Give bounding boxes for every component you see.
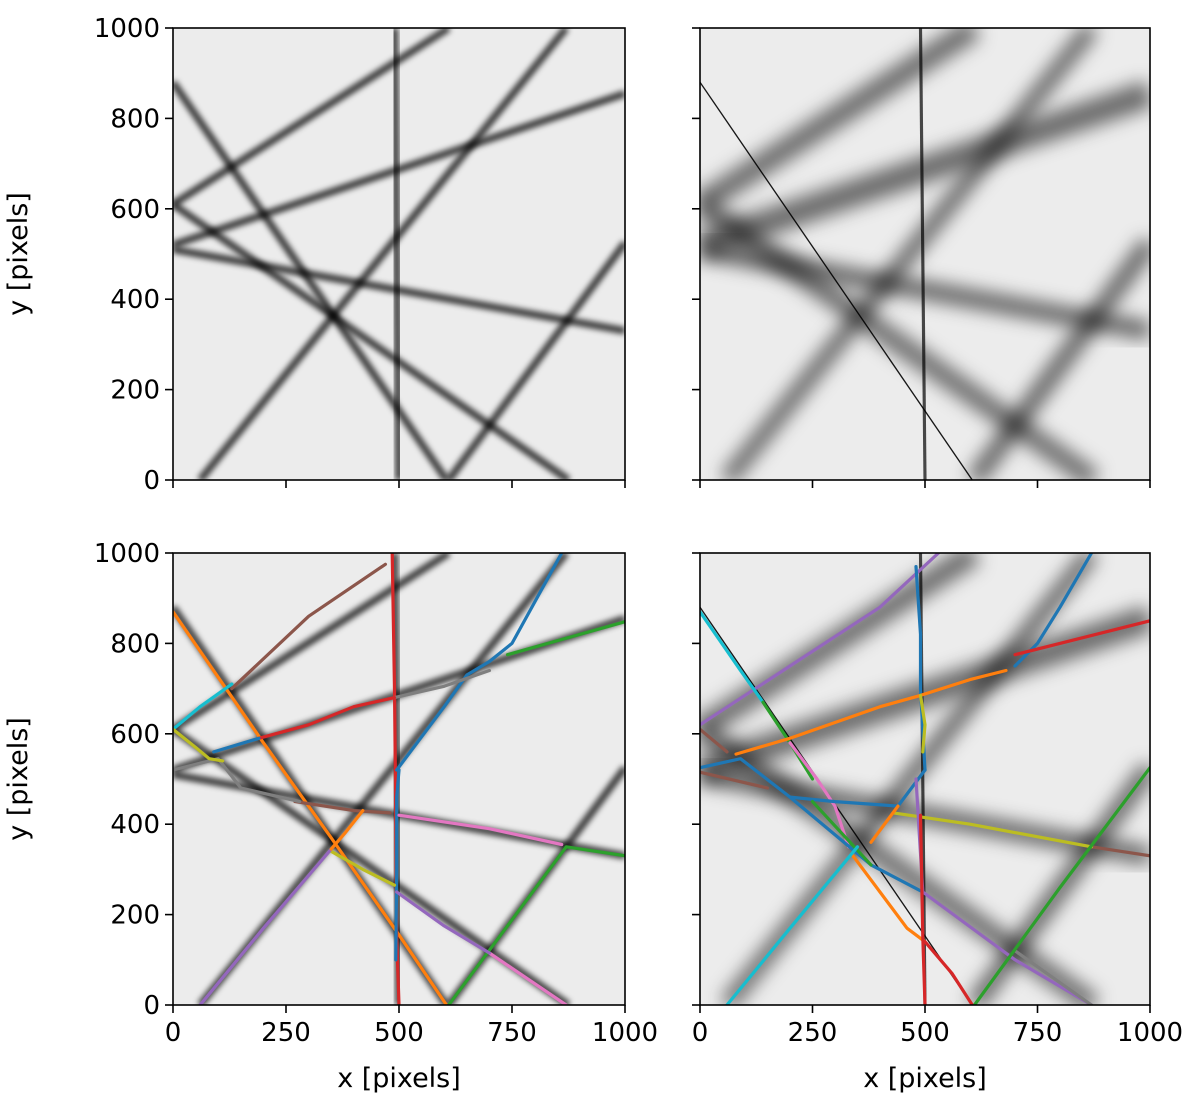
y-axis-title: y [pixels] — [3, 717, 34, 841]
track-segment-8 — [918, 693, 927, 754]
track-segment-9 — [700, 727, 729, 754]
track-segment-23 — [972, 766, 1150, 1005]
x-tick-label-0: 0 — [165, 1018, 182, 1048]
track-segment-20 — [918, 813, 927, 1005]
track-segment-10 — [173, 757, 302, 804]
track-segment-18 — [329, 808, 365, 851]
track-segment-15 — [851, 854, 927, 944]
image-line-3 — [173, 28, 451, 208]
track-segment-4 — [505, 620, 625, 657]
image-line-2 — [173, 90, 625, 249]
y-tick-label-4: 800 — [110, 629, 160, 659]
panel-bottom-right: 0 250 500 750 1000 x [pixels] — [692, 552, 1183, 1094]
track-segment-6 — [1013, 619, 1150, 657]
track-segment-9 — [392, 668, 491, 700]
y-axis-title: y [pixels] — [3, 192, 34, 316]
image-line-7 — [173, 726, 571, 1005]
track-segment-18 — [1013, 949, 1094, 1005]
x-axis-title: x [pixels] — [863, 1063, 987, 1094]
image-line-5 — [720, 28, 1098, 480]
x-tick-label-3: 750 — [487, 1018, 537, 1048]
x-tick-label-4: 1000 — [592, 1018, 658, 1048]
track-segment-21 — [923, 940, 974, 1005]
track-segment-6 — [230, 562, 387, 691]
track-segment-11 — [1089, 845, 1150, 858]
image-line-7 — [700, 195, 1100, 480]
y-tick-label-1: 200 — [110, 901, 160, 931]
y-tick-label-5: 1000 — [94, 14, 160, 44]
image-line-5 — [197, 28, 570, 480]
image-line-6 — [967, 237, 1150, 480]
y-tick-label-3: 600 — [110, 195, 160, 225]
track-segment-0 — [700, 553, 941, 727]
track-segment-11 — [257, 695, 397, 740]
y-tick-label-2: 400 — [110, 810, 160, 840]
panel-top-left: 0 200 400 600 800 1000 y [pixels] — [3, 14, 626, 496]
y-tick-label-0: 0 — [143, 466, 160, 496]
track-segment-22 — [810, 799, 873, 867]
track-segment-3 — [788, 741, 851, 849]
x-tick-label-2: 500 — [900, 1018, 950, 1048]
image-line-4 — [173, 245, 625, 335]
image-line-3 — [700, 553, 981, 739]
track-segment-13 — [700, 757, 927, 808]
track-segment-8 — [173, 682, 234, 731]
y-tick-label-5: 1000 — [94, 539, 160, 569]
x-tick-label-1: 250 — [788, 1018, 838, 1048]
image-line-3 — [700, 28, 981, 214]
x-tick-label-3: 750 — [1013, 1018, 1063, 1048]
track-segment-17 — [395, 890, 491, 955]
y-tick-label-3: 600 — [110, 720, 160, 750]
image-line-2 — [700, 80, 1150, 258]
y-tick-label-1: 200 — [110, 376, 160, 406]
track-segment-15 — [487, 951, 568, 1005]
track-segment-7 — [734, 668, 1008, 756]
x-axis-title: x [pixels] — [337, 1063, 461, 1094]
track-segment-7 — [293, 799, 392, 815]
y-tick-label-0: 0 — [143, 991, 160, 1021]
track-segment-4 — [914, 564, 927, 772]
y-tick-label-2: 400 — [110, 285, 160, 315]
image-line-1 — [390, 28, 403, 480]
track-segment-10 — [700, 770, 770, 790]
image-line-6 — [445, 240, 625, 480]
x-tick-label-1: 250 — [261, 1018, 311, 1048]
image-line-1 — [918, 28, 927, 480]
image-line-3 — [173, 553, 451, 733]
image-line-7 — [173, 201, 571, 480]
panel-top-right — [692, 27, 1151, 488]
track-segment-16 — [869, 804, 900, 844]
track-segment-1 — [700, 610, 765, 704]
track-segment-12 — [173, 727, 225, 763]
track-segment-5 — [1013, 553, 1094, 668]
track-segment-2 — [395, 553, 564, 772]
track-segment-14 — [397, 813, 564, 847]
y-tick-label-4: 800 — [110, 104, 160, 134]
track-segment-24 — [725, 845, 860, 1005]
panel-bottom-left: 0 250 500 750 1000 0 200 400 600 800 1000 y [pixels… — [3, 539, 658, 1094]
track-segment-17 — [921, 890, 1094, 1005]
x-tick-label-2: 500 — [374, 1018, 424, 1048]
track-segment-3 — [394, 768, 401, 962]
x-tick-label-0: 0 — [692, 1018, 709, 1048]
track-segment-13 — [329, 849, 397, 887]
x-tick-label-4: 1000 — [1117, 1018, 1183, 1048]
track-segment-19 — [212, 736, 261, 754]
track-segment-16 — [198, 847, 333, 1005]
